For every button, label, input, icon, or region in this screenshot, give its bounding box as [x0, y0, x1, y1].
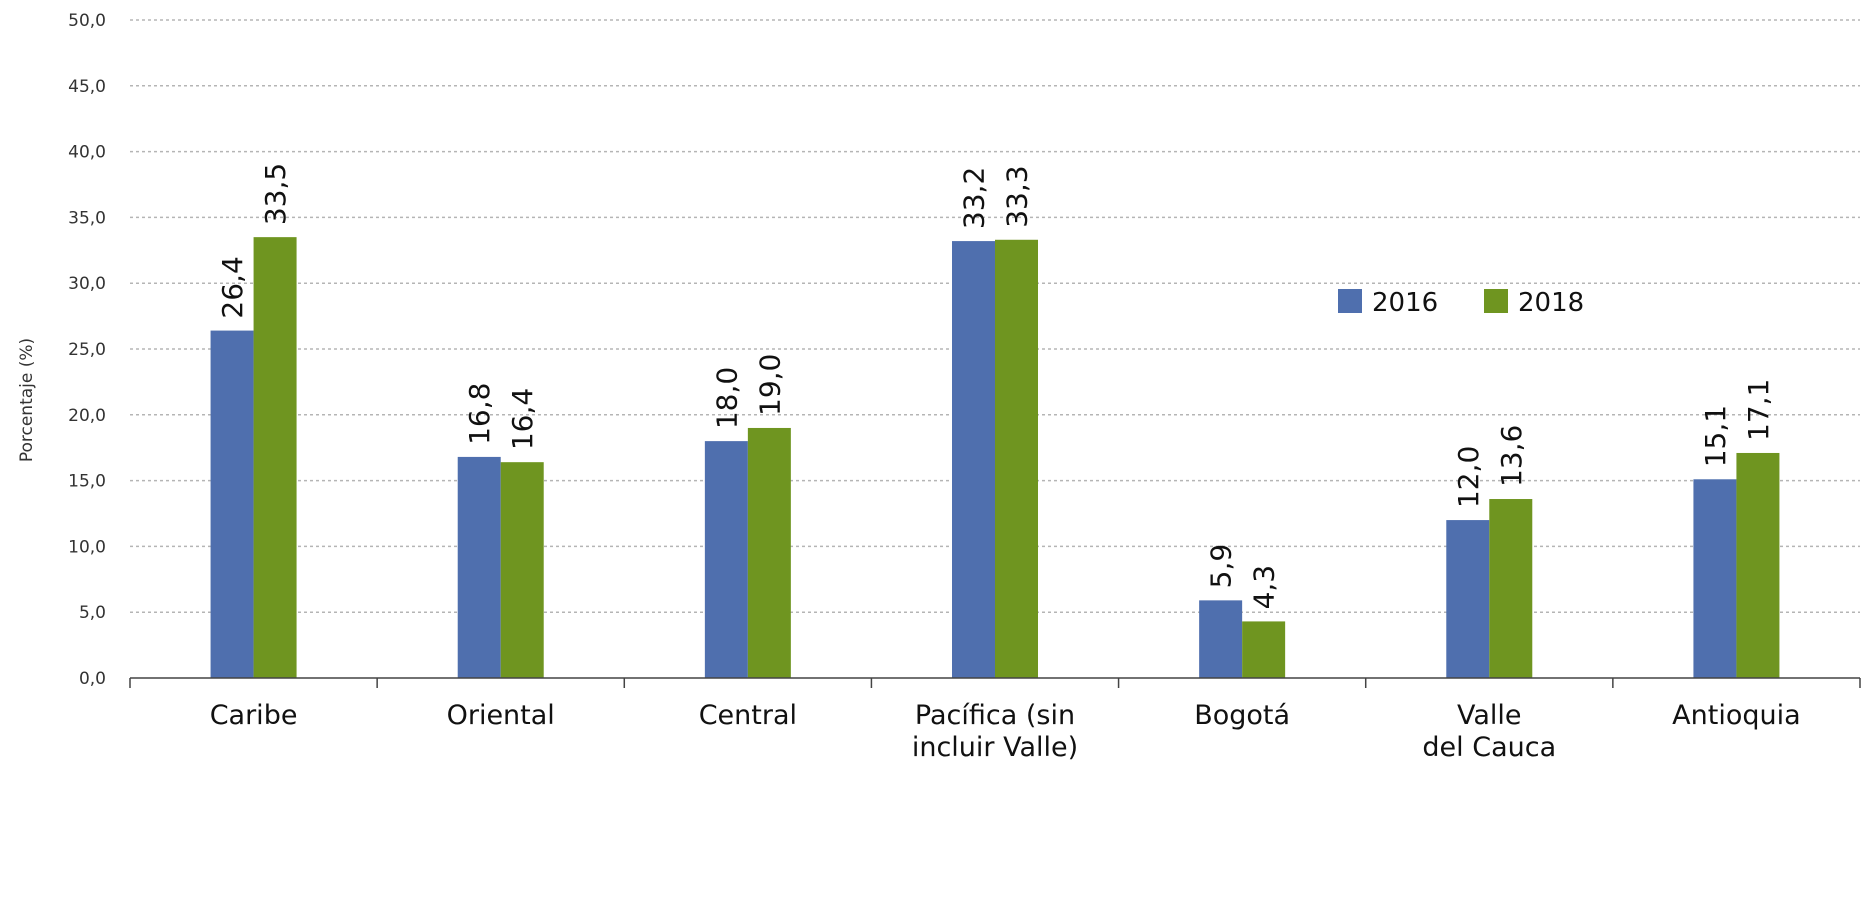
- data-label: 12,0: [1452, 446, 1485, 508]
- x-category-label-line: Pacífica (sin: [915, 700, 1075, 731]
- bar-2018: [1736, 452, 1780, 678]
- data-label: 16,4: [506, 388, 539, 450]
- y-tick-label: 10,0: [68, 537, 106, 557]
- y-tick-label: 0,0: [79, 669, 106, 689]
- data-label: 26,4: [216, 256, 249, 318]
- y-tick-label: 20,0: [68, 406, 106, 426]
- y-tick-label: 30,0: [68, 274, 106, 294]
- y-tick-label: 35,0: [68, 208, 106, 228]
- data-label: 18,0: [710, 367, 743, 429]
- y-axis-label: Porcentaje (%): [17, 338, 37, 462]
- data-label: 33,3: [1001, 165, 1034, 227]
- x-category-label-line: Caribe: [210, 700, 298, 731]
- data-label: 4,3: [1248, 565, 1281, 610]
- bars: [210, 237, 1780, 678]
- y-tick-label: 25,0: [68, 340, 106, 360]
- bar-2018: [995, 239, 1038, 678]
- y-tick-label: 50,0: [68, 11, 106, 31]
- bar-2018: [747, 427, 791, 678]
- bar-2018: [1242, 621, 1286, 678]
- legend-swatch: [1484, 289, 1508, 313]
- data-label: 15,1: [1699, 405, 1732, 467]
- x-axis-categories: Caribe Oriental Central Pacífica (sin inclui…: [210, 700, 1801, 763]
- x-category-label: Oriental: [447, 700, 555, 731]
- bar-2018: [1489, 499, 1533, 678]
- x-axis-ticks: [129, 678, 1861, 688]
- data-label: 33,2: [958, 167, 991, 229]
- x-category-label-line: incluir Valle): [912, 732, 1078, 763]
- data-label: 16,8: [463, 383, 496, 445]
- bar-2016: [1446, 520, 1490, 678]
- bar-2018: [500, 462, 544, 678]
- x-category-label-line: Valle: [1457, 700, 1522, 731]
- bar-2016: [1199, 600, 1243, 678]
- bar-2016: [457, 456, 501, 678]
- data-labels: 26,4 16,8 18,0 33,2 5,9 12,0 15,1 33,5 16,4 19,0 3…: [216, 163, 1775, 610]
- bar-2016: [952, 241, 995, 678]
- data-label: 13,6: [1495, 425, 1528, 487]
- x-category-label: Valle del Cauca: [1422, 700, 1556, 763]
- y-tick-label: 40,0: [68, 143, 106, 163]
- x-category-label-line: Bogotá: [1194, 700, 1290, 731]
- y-tick-label: 15,0: [68, 472, 106, 492]
- y-axis-ticks: 0,0 5,0 10,0 15,0 20,0 25,0 30,0 35,0 40,0 45,0 50…: [68, 11, 106, 689]
- data-label: 5,9: [1205, 544, 1238, 589]
- x-category-label: Caribe: [210, 700, 298, 731]
- y-tick-label: 45,0: [68, 77, 106, 97]
- x-category-label: Bogotá: [1194, 700, 1290, 731]
- bar-2016: [704, 441, 748, 678]
- bar-2018: [253, 237, 297, 678]
- legend: 2016 2018: [1338, 288, 1584, 318]
- data-label: 17,1: [1742, 379, 1775, 441]
- data-label: 33,5: [259, 163, 292, 225]
- bar-2016: [1693, 479, 1737, 678]
- bar-2016: [210, 330, 254, 678]
- x-category-label: Central: [699, 700, 797, 731]
- y-tick-label: 5,0: [79, 603, 106, 623]
- x-category-label-line: Oriental: [447, 700, 555, 731]
- legend-swatch: [1338, 289, 1362, 313]
- x-category-label-line: Antioquia: [1672, 700, 1801, 731]
- legend-label: 2018: [1518, 288, 1584, 318]
- x-category-label: Pacífica (sin incluir Valle): [912, 700, 1078, 763]
- data-label: 19,0: [753, 354, 786, 416]
- x-category-label-line: del Cauca: [1422, 732, 1556, 763]
- x-category-label: Antioquia: [1672, 700, 1801, 731]
- x-category-label-line: Central: [699, 700, 797, 731]
- legend-label: 2016: [1372, 288, 1438, 318]
